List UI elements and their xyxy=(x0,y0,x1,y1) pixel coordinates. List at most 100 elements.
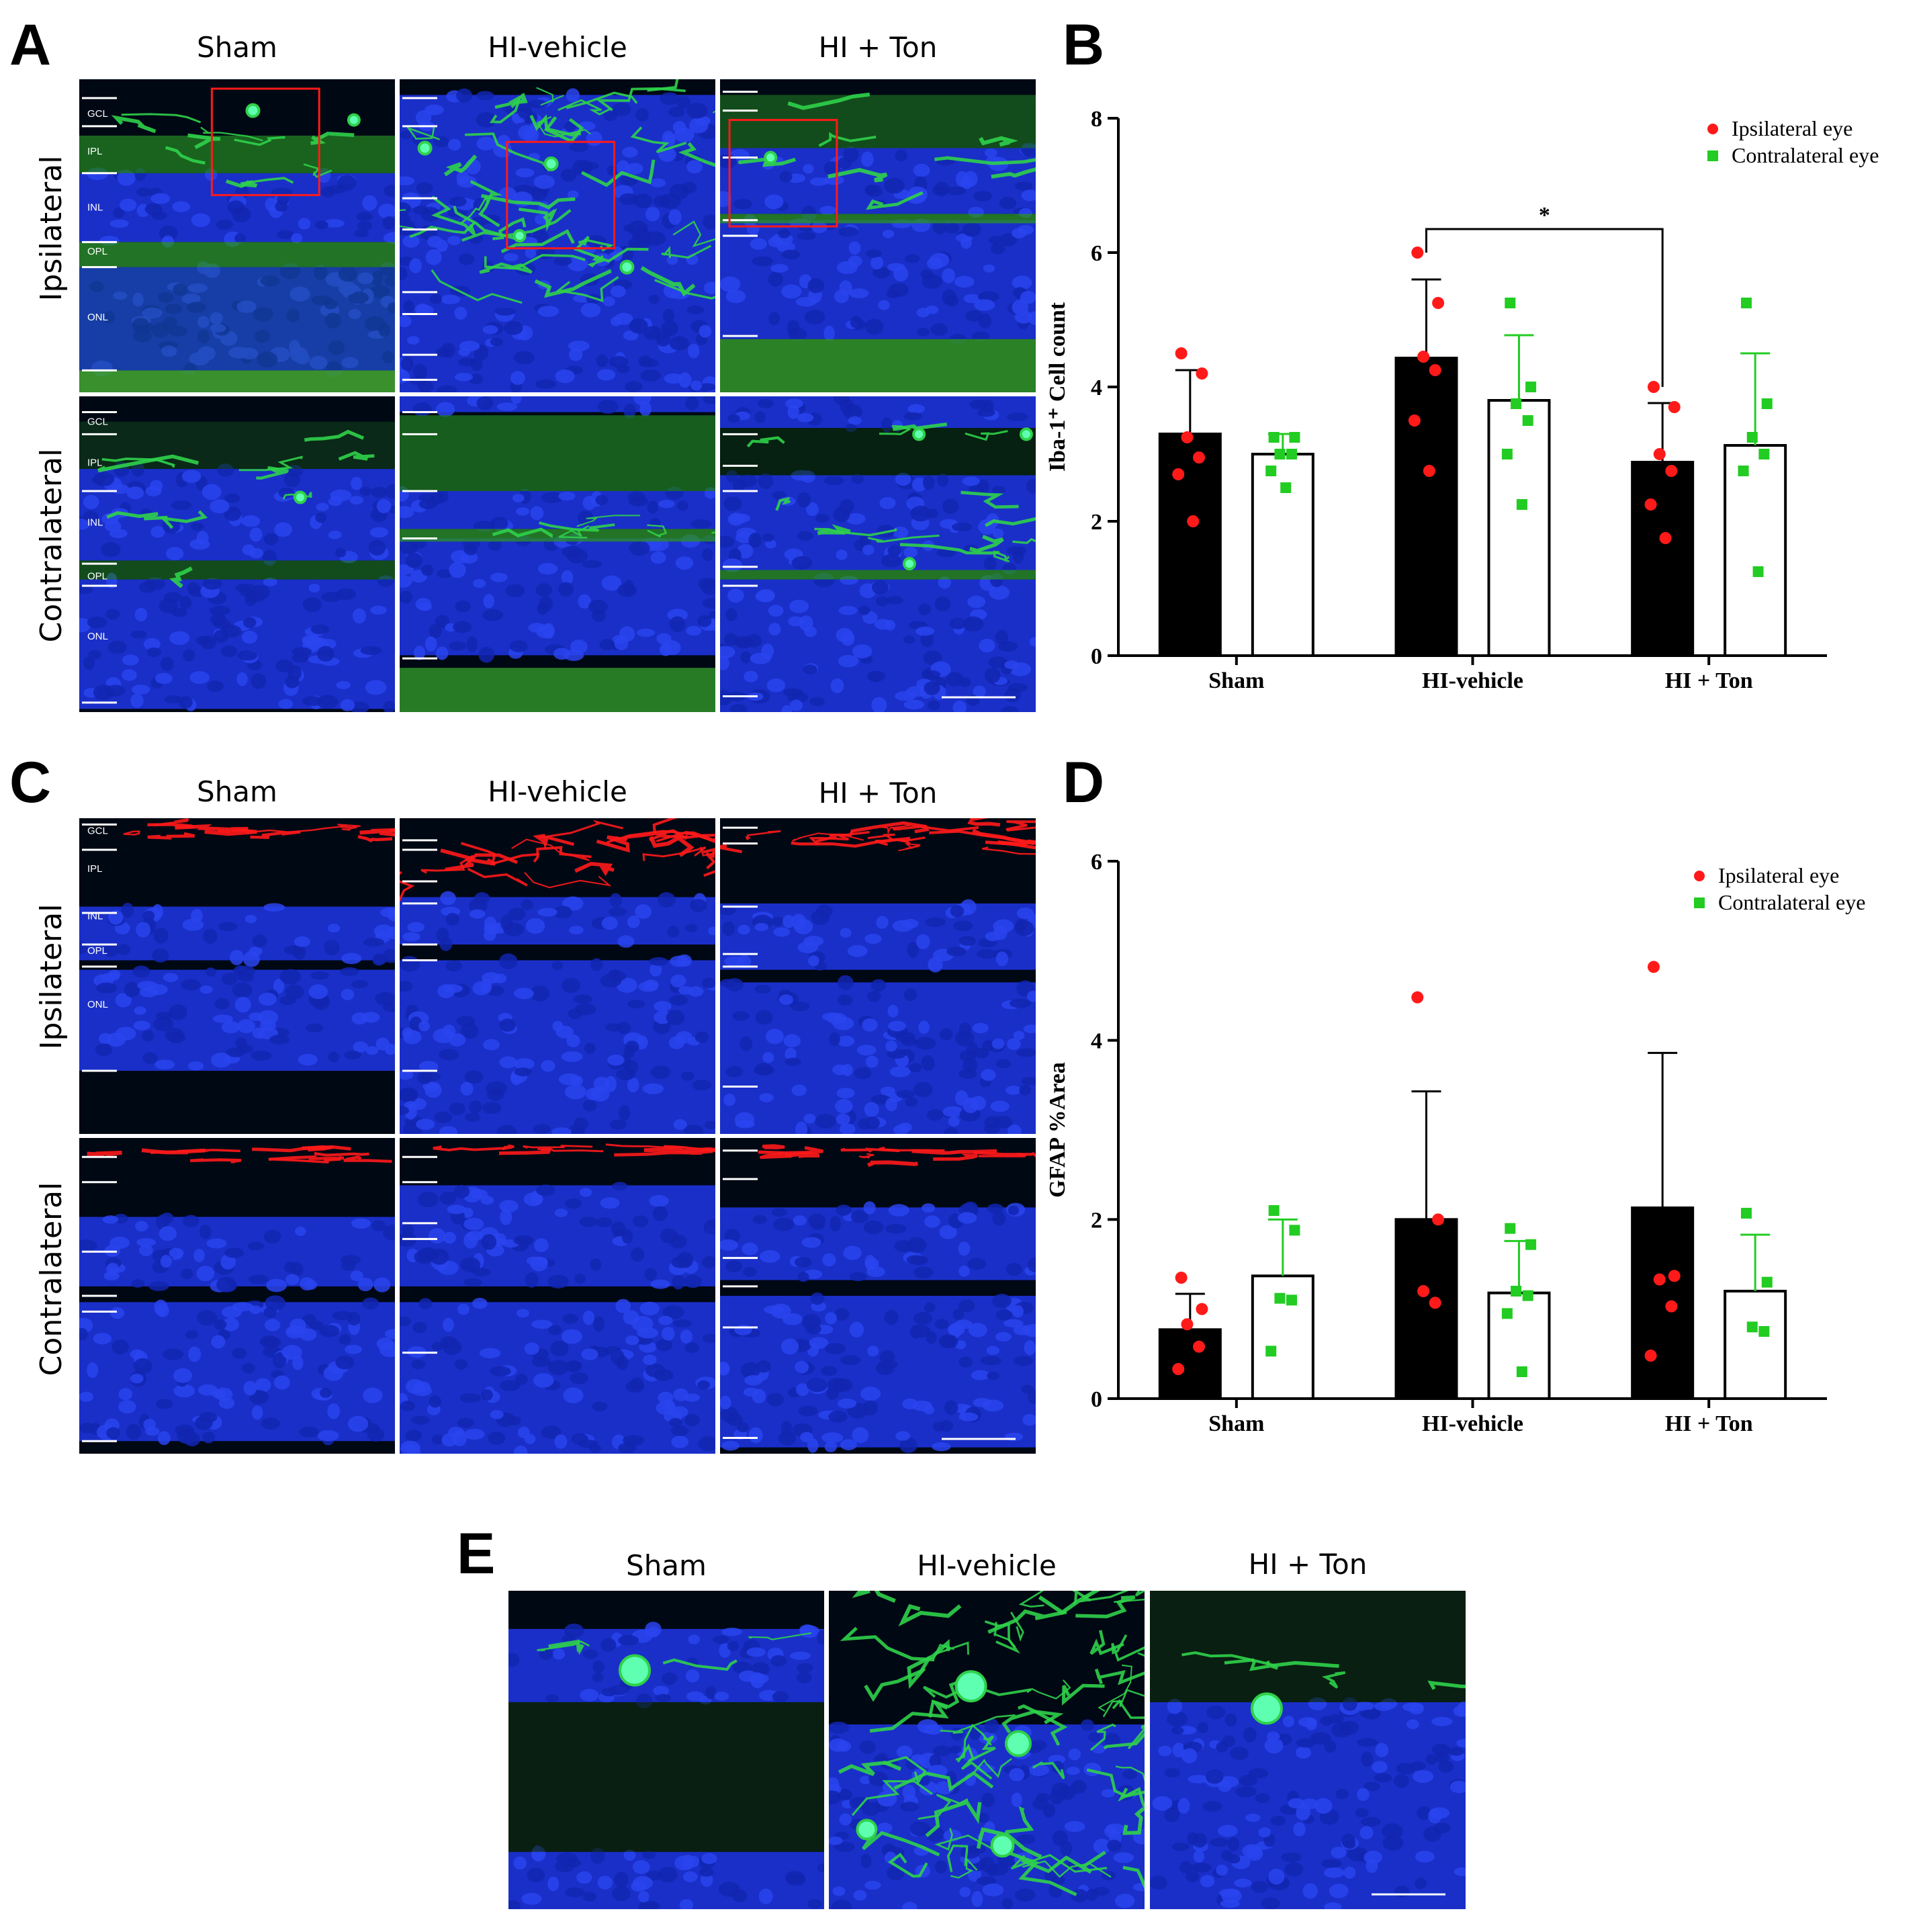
bar xyxy=(1631,461,1695,657)
panel-a-ipsilateral-sham-image: GCL IPL INL OPL ONL xyxy=(79,79,395,392)
panel-e-col-title-sham: Sham xyxy=(626,1549,707,1582)
panel-c-col-title-hi-vehicle: HI-vehicle xyxy=(488,775,627,808)
data-point xyxy=(1516,1366,1527,1377)
data-point xyxy=(1746,432,1758,443)
svg-text:OPL: OPL xyxy=(87,945,107,957)
data-point xyxy=(1758,449,1770,459)
data-point xyxy=(1265,1346,1277,1357)
data-point xyxy=(1417,1285,1430,1297)
y-tick-label: 6 xyxy=(1091,850,1102,875)
panel-c-col-title-sham: Sham xyxy=(197,775,277,808)
y-axis-label: GFAP %Area xyxy=(1048,1062,1070,1198)
panel-a-contralateral-sham-image: GCL IPL INL OPL ONL xyxy=(79,396,395,712)
error-bar xyxy=(1267,1218,1298,1276)
svg-text:ONL: ONL xyxy=(87,999,108,1010)
panel-letter-c: C xyxy=(9,750,52,815)
data-point xyxy=(1752,566,1764,577)
data-point xyxy=(1429,1297,1441,1309)
legend-marker xyxy=(1707,150,1718,161)
data-point xyxy=(1265,466,1277,476)
error-bar xyxy=(1648,1051,1678,1208)
x-category-label: HI + Ton xyxy=(1665,668,1753,693)
y-tick-label: 4 xyxy=(1091,376,1102,400)
panel-e-col-title-hi-ton: HI + Ton xyxy=(1248,1548,1368,1581)
data-point xyxy=(1429,364,1441,376)
bar xyxy=(1487,399,1551,657)
y-tick-label: 4 xyxy=(1091,1029,1102,1054)
data-point xyxy=(1268,1205,1280,1216)
panel-c-contralateral-hi-vehicle-image xyxy=(400,1138,715,1454)
x-category-label: HI + Ton xyxy=(1665,1411,1753,1436)
svg-text:GCL: GCL xyxy=(87,826,108,837)
panel-a-col-title-hi-ton: HI + Ton xyxy=(818,31,938,64)
svg-text:OPL: OPL xyxy=(87,571,107,582)
error-bar xyxy=(1740,1233,1771,1291)
data-point xyxy=(1740,298,1752,308)
panel-a-contralateral-hi-vehicle-image xyxy=(400,396,715,712)
data-point xyxy=(1525,1239,1537,1250)
error-bar xyxy=(1175,369,1205,434)
data-point xyxy=(1740,1208,1752,1219)
significance-bracket xyxy=(1425,228,1664,387)
legend-marker xyxy=(1694,897,1705,908)
data-point xyxy=(1175,347,1188,359)
data-point xyxy=(1193,1340,1206,1353)
panel-letter-e: E xyxy=(457,1522,496,1586)
data-point xyxy=(1665,1300,1678,1313)
svg-text:OPL: OPL xyxy=(87,246,107,257)
panel-a-row-title-ipsilateral: Ipsilateral xyxy=(34,155,69,302)
data-point xyxy=(1653,448,1666,460)
panel-c-row-title-contralateral: Contralateral xyxy=(34,1182,69,1376)
data-point xyxy=(1644,498,1657,511)
data-point xyxy=(1432,297,1445,309)
legend-label: Contralateral eye xyxy=(1718,890,1865,914)
x-category-label: HI-vehicle xyxy=(1422,668,1523,693)
svg-text:ONL: ONL xyxy=(87,312,108,323)
data-point xyxy=(1758,1326,1770,1337)
data-point xyxy=(1411,991,1424,1004)
chart-axes: 0 2 4 6 xyxy=(1091,850,1827,1412)
svg-text:GCL: GCL xyxy=(87,108,108,120)
panel-e-hi-vehicle-image xyxy=(829,1591,1145,1909)
panel-a-contralateral-hi-ton-image xyxy=(720,396,1036,712)
data-point xyxy=(1525,382,1537,392)
data-point xyxy=(1289,432,1300,443)
panel-c-col-title-hi-ton: HI + Ton xyxy=(818,777,938,809)
data-point xyxy=(1286,449,1298,459)
data-point xyxy=(1181,1318,1194,1331)
y-tick-label: 6 xyxy=(1091,241,1102,266)
svg-text:INL: INL xyxy=(87,910,103,922)
panel-c-contralateral-sham-image xyxy=(79,1138,395,1454)
panel-c-ipsilateral-hi-ton-image xyxy=(720,818,1036,1134)
data-point xyxy=(1193,451,1206,464)
data-point xyxy=(1172,468,1185,480)
data-point xyxy=(1280,482,1292,493)
data-point xyxy=(1172,1363,1185,1375)
data-point xyxy=(1289,1225,1300,1236)
legend-label: Contralateral eye xyxy=(1732,143,1879,167)
data-point xyxy=(1522,415,1533,426)
x-category-label: Sham xyxy=(1208,1411,1264,1436)
svg-text:ONL: ONL xyxy=(87,631,108,642)
svg-text:INL: INL xyxy=(87,517,103,529)
data-point xyxy=(1511,398,1522,409)
bar xyxy=(1724,1290,1787,1400)
y-tick-label: 2 xyxy=(1091,1208,1102,1233)
x-category-label: Sham xyxy=(1208,668,1264,693)
panel-letter-a: A xyxy=(9,13,52,77)
y-tick-label: 8 xyxy=(1091,107,1102,132)
panel-e-sham-image xyxy=(508,1591,824,1909)
x-category-label: HI-vehicle xyxy=(1422,1411,1523,1436)
bar xyxy=(1487,1291,1551,1401)
data-point xyxy=(1522,1290,1533,1301)
y-tick-label: 0 xyxy=(1091,1387,1102,1412)
data-point xyxy=(1761,1276,1773,1288)
data-point xyxy=(1647,381,1660,393)
svg-text:GCL: GCL xyxy=(87,416,108,427)
svg-text:INL: INL xyxy=(87,202,103,214)
data-point xyxy=(1746,1321,1758,1333)
bar xyxy=(1394,1218,1458,1400)
panel-e-hi-ton-image xyxy=(1150,1591,1466,1909)
data-point xyxy=(1653,1273,1666,1286)
data-point xyxy=(1175,1272,1188,1284)
